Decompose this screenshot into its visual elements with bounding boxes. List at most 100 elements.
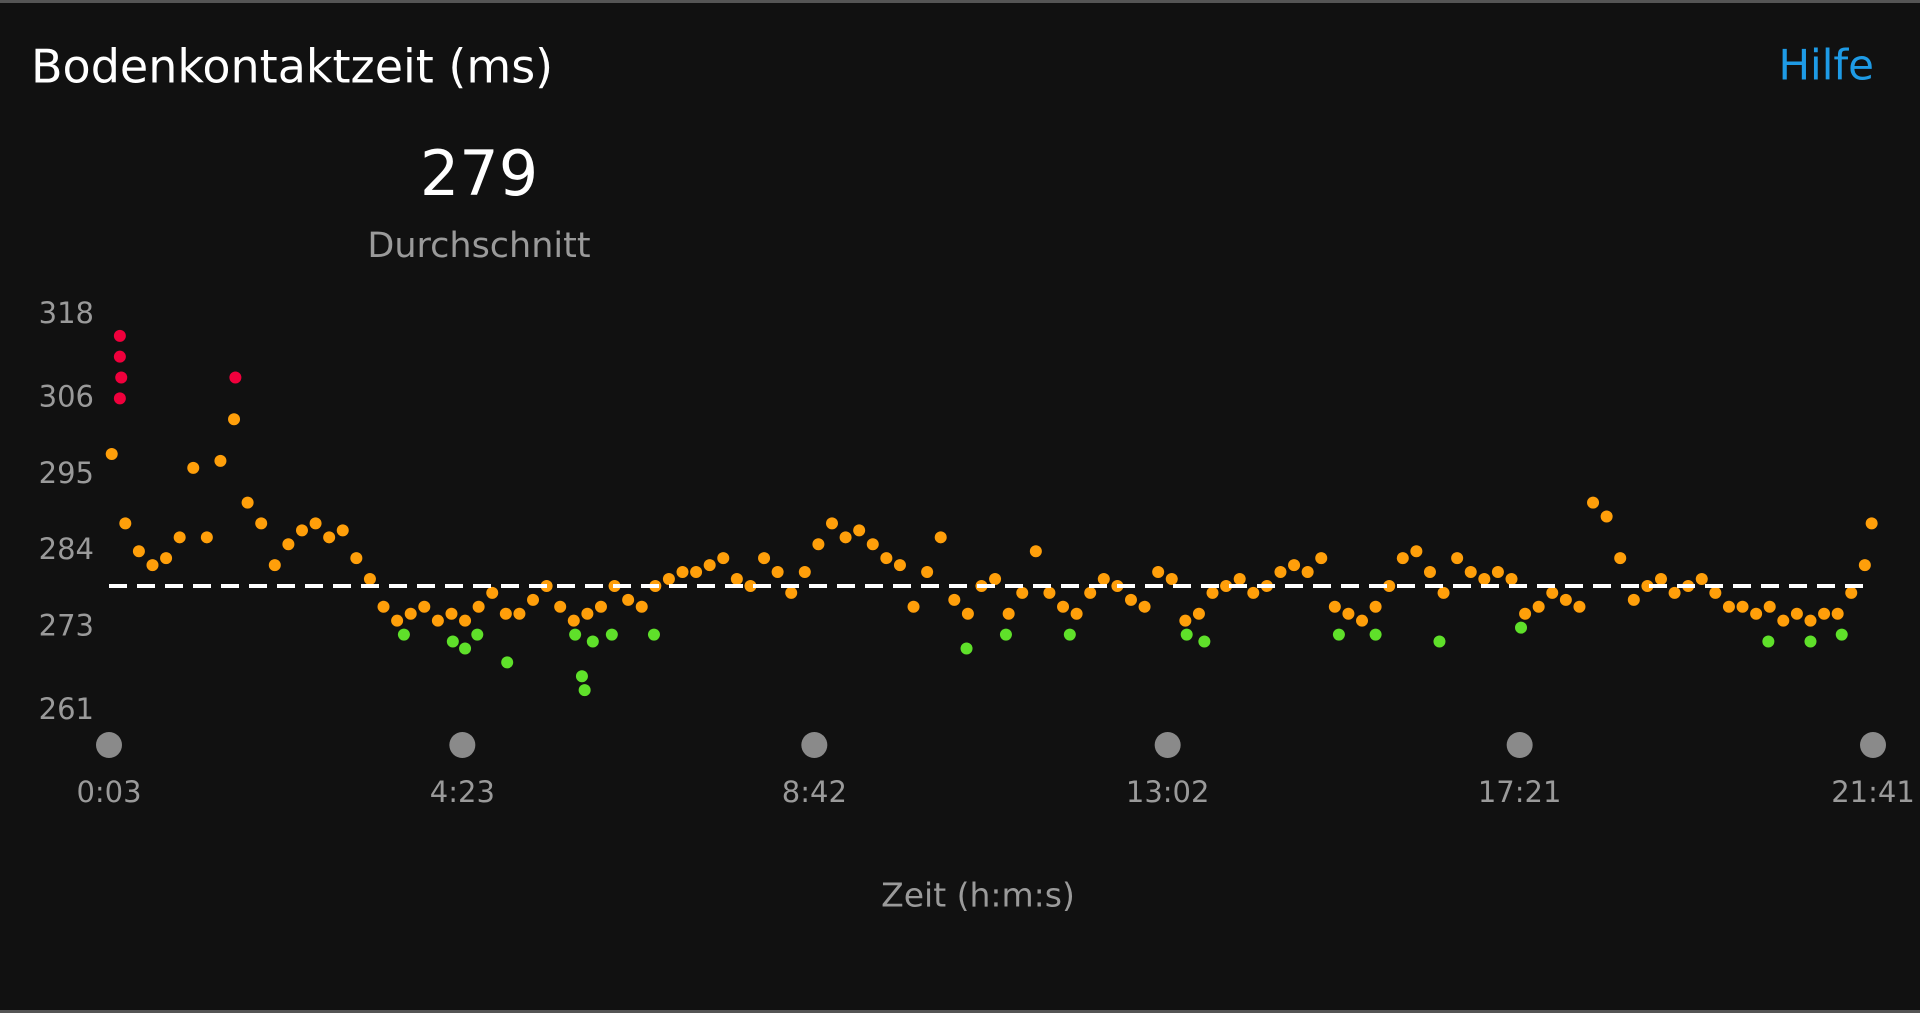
data-point [1383,579,1396,592]
data-point [115,371,128,384]
x-tick-marker [1860,732,1886,758]
data-point [1505,573,1518,585]
data-point [146,559,159,572]
data-point [893,559,906,572]
data-point [1835,628,1848,641]
data-point [1433,635,1446,648]
data-point [1029,545,1042,558]
data-point [268,559,281,572]
data-point [1858,559,1871,572]
data-point [1709,586,1722,599]
data-point [445,607,458,620]
data-point [486,586,499,599]
data-point [1192,607,1205,620]
data-point [499,607,512,620]
data-point [214,454,227,467]
data-point [513,607,526,620]
data-point [1600,510,1613,523]
data-point [1831,607,1844,620]
data-point [1247,586,1260,599]
x-tick-marker [1506,732,1533,758]
data-point [1762,635,1775,648]
data-point [309,517,322,530]
data-point [377,600,390,613]
data-point [431,614,444,627]
data-point [119,517,132,530]
x-tick-marker [1154,732,1181,758]
data-point [160,552,173,565]
data-point [1451,552,1464,565]
data-point [241,496,254,509]
x-tick-label: 8:42 [782,775,847,809]
data-point [569,628,582,641]
data-point [594,600,607,613]
data-point [1179,614,1192,627]
data-point [1491,566,1504,579]
data-point [1016,586,1029,599]
data-point [961,607,974,620]
data-point [1865,517,1878,530]
y-tick-label: 295 [39,456,94,490]
data-point [567,614,580,627]
data-point [1342,607,1355,620]
data-point [1124,593,1137,606]
data-point [907,600,920,613]
data-point [647,628,660,641]
data-point [605,628,618,641]
data-point [662,573,675,585]
data-point [1654,573,1667,585]
data-point [1519,607,1532,620]
x-tick-label: 21:41 [1831,775,1915,809]
data-point [1274,566,1287,579]
data-point [1220,579,1233,592]
data-point [554,600,567,613]
x-tick-marker [801,732,828,758]
data-point [229,371,242,384]
data-point [1559,593,1572,606]
data-point [1070,607,1083,620]
data-point [471,628,484,641]
data-point [1328,600,1341,613]
data-point [1057,600,1070,613]
data-point [1332,628,1345,641]
y-tick-label: 261 [39,692,94,726]
data-point [1180,628,1193,641]
y-tick-label: 273 [39,609,94,643]
data-point [1301,566,1314,579]
data-point [1478,573,1491,585]
data-point [1233,573,1246,585]
data-point [785,586,798,599]
data-point [676,566,689,579]
data-point [1410,545,1423,558]
data-point [730,573,743,585]
data-point [758,552,771,565]
data-point [391,614,404,627]
data-point [1777,614,1790,627]
data-point [771,566,784,579]
data-point [282,538,295,551]
data-point [363,573,376,585]
data-point [501,656,514,669]
data-point [105,447,118,460]
x-tick-label: 0:03 [76,775,141,809]
data-point [295,524,308,537]
data-point [1369,600,1382,613]
data-point [1138,600,1151,613]
data-point [1288,559,1301,572]
data-point [999,628,1012,641]
data-point [586,635,599,648]
data-point [397,628,410,641]
help-link[interactable]: Hilfe [1778,41,1874,90]
data-point [703,559,716,572]
data-point [418,600,431,613]
data-point [575,670,588,683]
data-point [744,579,757,592]
data-point [578,684,591,697]
data-point [960,642,973,655]
data-point [880,552,893,565]
data-point [1369,628,1382,641]
data-point [1722,600,1735,613]
data-point [1097,573,1110,585]
x-tick-marker [96,732,122,758]
data-point [459,614,472,627]
